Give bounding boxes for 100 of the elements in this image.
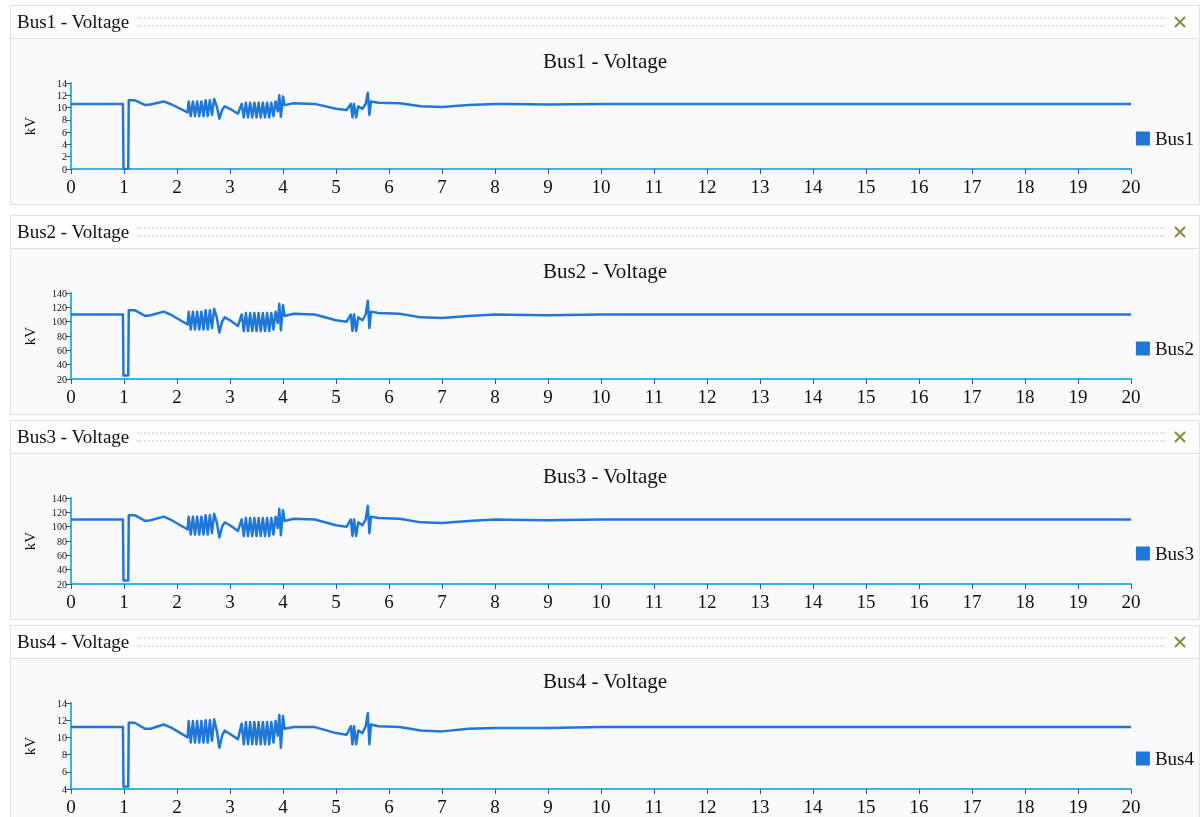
y-tick-label: 100 [52,316,67,328]
y-tick-label: 60 [57,344,67,356]
x-tick-label: 6 [384,591,394,612]
x-tick-label: 8 [490,591,500,612]
y-tick-label: 12 [57,714,67,726]
x-tick-label: 18 [1015,386,1035,407]
y-tick-label: 120 [52,301,67,313]
x-tick-label: 17 [962,176,982,197]
x-tick-label: 14 [803,796,823,817]
x-tick-label: 9 [543,386,553,407]
y-axis-title: kV [21,531,38,551]
y-tick-label: 60 [57,549,67,561]
x-tick-label: 14 [803,386,823,407]
y-tick-label: 80 [57,330,67,342]
y-tick-label: 40 [57,359,67,371]
y-tick-label: 80 [57,535,67,547]
x-tick-label: 19 [1068,591,1088,612]
y-tick-label: 20 [57,578,67,590]
y-tick-label: 8 [62,749,67,761]
y-tick-label: 10 [57,102,67,114]
x-tick-label: 2 [172,591,182,612]
x-tick-label: 3 [225,386,235,407]
x-tick-label: 7 [437,591,447,612]
x-tick-label: 1 [119,591,129,612]
y-tick-label: 140 [52,287,67,299]
chart-title: Bus2 - Voltage [542,258,668,283]
y-tick-label: 40 [57,564,67,576]
x-tick-label: 16 [909,176,929,197]
y-tick-label: 2 [62,151,67,163]
y-tick-label: 0 [62,163,67,175]
y-tick-label: 6 [62,766,67,778]
x-tick-label: 3 [225,796,235,817]
legend-label: Bus1 [1154,128,1195,149]
x-tick-label: 8 [490,176,500,197]
x-tick-label: 7 [437,386,447,407]
y-tick-label: 4 [62,783,67,795]
x-tick-label: 11 [644,176,664,197]
x-tick-label: 15 [856,176,876,197]
x-tick-label: 10 [591,176,611,197]
text: Bus1 - Voltage [17,11,130,33]
x-tick-label: 7 [437,796,447,817]
legend-label: Bus4 [1154,748,1195,769]
x-tick-label: 6 [384,176,394,197]
chart-title: Bus4 - Voltage [542,668,668,693]
x-tick-label: 1 [119,796,129,817]
x-tick-label: 20 [1121,591,1141,612]
x-tick-label: 8 [490,796,500,817]
x-tick-label: 9 [543,796,553,817]
x-tick-label: 5 [331,591,341,612]
x-tick-label: 16 [909,796,929,817]
y-tick-label: 120 [52,506,67,518]
y-axis-title: kV [21,116,38,136]
x-tick-label: 1 [119,386,129,407]
y-tick-label: 20 [57,373,67,385]
x-tick-label: 2 [172,176,182,197]
x-tick-label: 17 [962,386,982,407]
x-tick-label: 2 [172,386,182,407]
x-tick-label: 6 [384,796,394,817]
x-tick-label: 12 [697,591,717,612]
text: Bus3 - Voltage [17,426,130,448]
x-tick-label: 19 [1068,386,1088,407]
x-tick-label: 5 [331,176,341,197]
x-tick-label: 12 [697,176,717,197]
x-tick-label: 16 [909,386,929,407]
x-tick-label: 4 [278,386,289,407]
x-tick-label: 6 [384,386,394,407]
chart-title: Bus3 - Voltage [542,463,668,488]
y-tick-label: 14 [57,77,67,89]
x-tick-label: 11 [644,796,664,817]
x-tick-label: 11 [644,591,664,612]
x-tick-label: 17 [962,796,982,817]
x-tick-label: 7 [437,176,447,197]
x-tick-label: 5 [331,796,341,817]
y-tick-label: 4 [62,138,67,150]
legend-label: Bus3 [1154,543,1195,564]
x-tick-label: 12 [697,796,717,817]
x-tick-label: 10 [591,591,611,612]
x-tick-label: 18 [1015,591,1035,612]
x-tick-label: 13 [750,796,770,817]
x-tick-label: 12 [697,386,717,407]
x-tick-label: 10 [591,796,611,817]
x-tick-label: 15 [856,386,876,407]
x-tick-label: 19 [1068,176,1088,197]
x-tick-label: 18 [1015,796,1035,817]
y-tick-label: 6 [62,126,67,138]
y-tick-label: 10 [57,731,67,743]
x-tick-label: 9 [543,591,553,612]
y-axis-title: kV [21,736,38,756]
x-tick-label: 3 [225,591,235,612]
x-tick-label: 4 [278,591,289,612]
y-axis-title: kV [21,326,38,346]
x-tick-label: 2 [172,796,182,817]
x-tick-label: 8 [490,386,500,407]
y-tick-label: 14 [57,697,67,709]
y-tick-label: 100 [52,521,67,533]
chart-title: Bus1 - Voltage [542,48,668,73]
x-tick-label: 13 [750,176,770,197]
x-tick-label: 14 [803,176,823,197]
y-tick-label: 12 [57,89,67,101]
x-tick-label: 18 [1015,176,1035,197]
